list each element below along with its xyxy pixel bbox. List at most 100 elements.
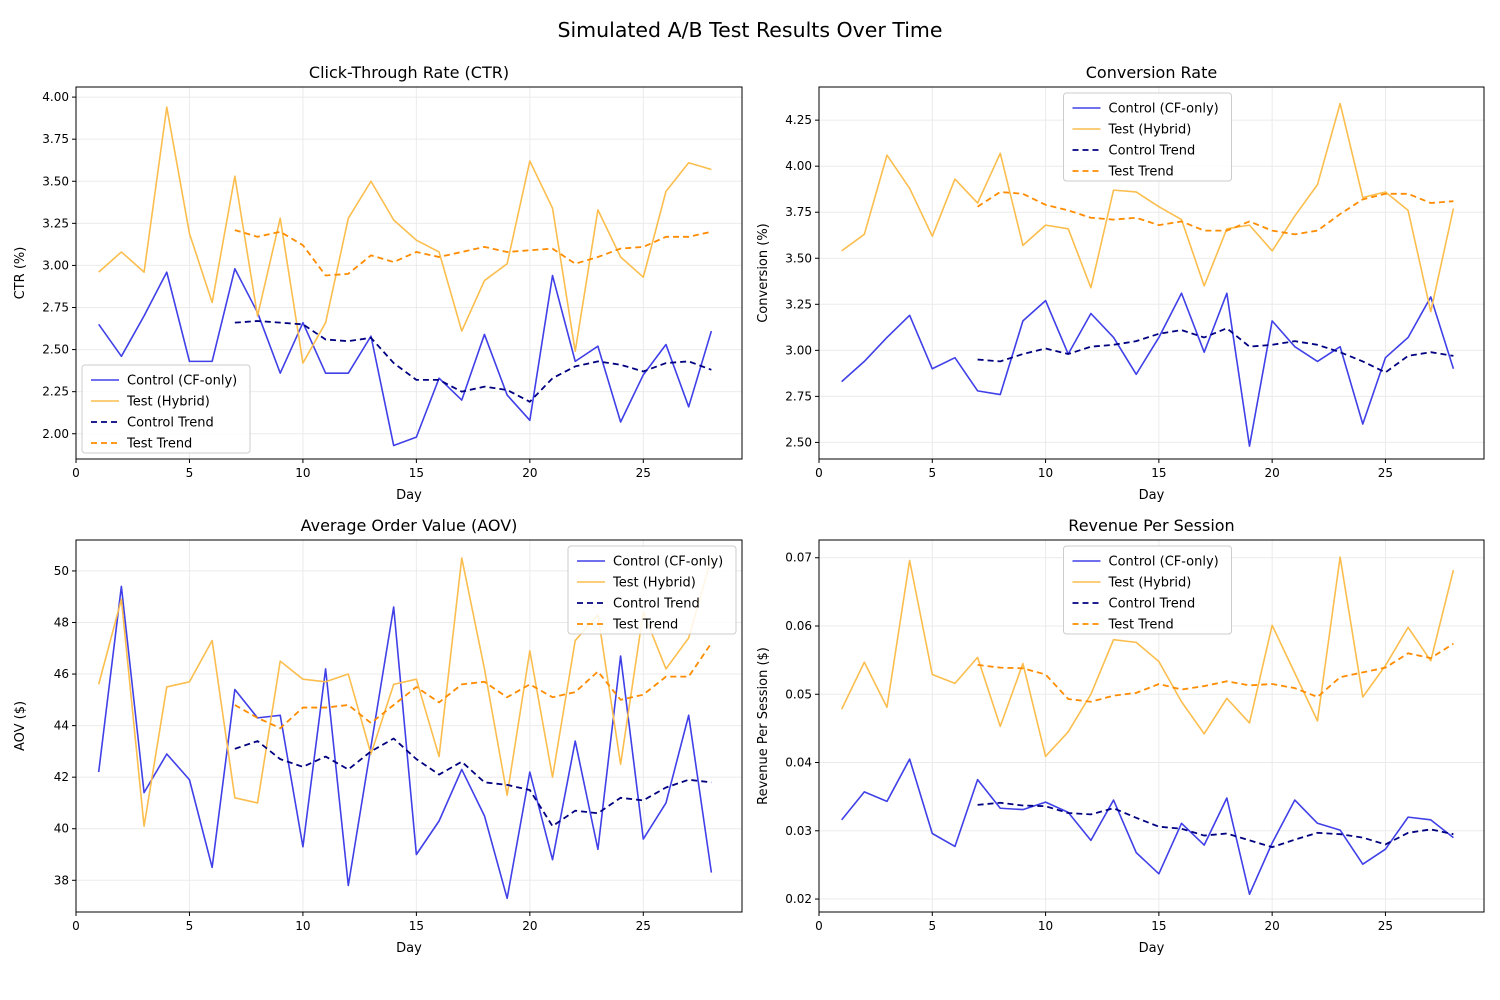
legend-box (81, 364, 251, 454)
figure-title: Simulated A/B Test Results Over Time (557, 18, 942, 42)
y-tick-label: 3.50 (785, 251, 812, 265)
series-line-test-trend (977, 191, 1454, 236)
y-tick-label: 38 (54, 873, 69, 887)
series-line-test-trend (234, 229, 712, 277)
y-tick-label: 50 (54, 564, 69, 578)
y-tick-label: 0.03 (785, 824, 812, 838)
x-tick-label: 20 (1265, 466, 1280, 480)
legend-label-test-hybrid: Test (Hybrid) (612, 576, 696, 591)
y-tick-label: 0.04 (785, 756, 812, 770)
x-tick-label: 10 (1038, 919, 1053, 933)
x-axis-label: Day (396, 941, 422, 956)
panel-revenue-per-session: 0 5 10 15 20 25 0.02 0.03 0.04 0.05 0.06 0.07 Revenu… (756, 516, 1485, 956)
x-tick-label: 15 (409, 919, 424, 933)
series-group (98, 106, 713, 447)
series-group (841, 102, 1455, 447)
x-tick-label: 25 (1378, 919, 1393, 933)
series-line-control-trend (977, 801, 1454, 849)
legend-label-control-trend: Control Trend (613, 597, 700, 612)
legend-label-control-trend: Control Trend (1109, 597, 1196, 612)
y-tick-label: 2.50 (785, 435, 812, 449)
x-tick-label: 10 (1038, 466, 1053, 480)
y-tick-label: 48 (54, 615, 69, 629)
legend-label-control-cf-only: Control (CF-only) (613, 555, 723, 570)
y-tick-label: 0.05 (785, 687, 812, 701)
legend-box (1063, 545, 1232, 635)
legend-label-control-cf-only: Control (CF-only) (1109, 555, 1219, 570)
series-line-test-hybrid (840, 556, 1455, 758)
panel-title: Click-Through Rate (CTR) (309, 63, 509, 82)
x-tick-label: 10 (295, 466, 310, 480)
series-line-control-trend (234, 737, 712, 828)
panel-click-through-rate-ctr: 0 5 10 15 20 25 2.00 2.25 2.50 2.75 3.00 3.25 3.50 3.… (13, 63, 743, 503)
x-tick-label: 15 (1151, 919, 1166, 933)
legend: Control (CF-only) Test (Hybrid) Control Tr… (1063, 92, 1232, 182)
x-tick-label: 5 (186, 466, 194, 480)
y-tick-label: 3.75 (785, 205, 812, 219)
axes-frame (818, 86, 1485, 460)
x-tick-label: 5 (186, 919, 194, 933)
y-tick-label: 40 (54, 822, 69, 836)
series-group (840, 556, 1455, 896)
y-tick-label: 2.00 (42, 427, 69, 441)
series-line-control-cf-only (97, 585, 713, 900)
y-tick-label: 3.75 (42, 132, 69, 146)
legend-label-test-hybrid: Test (Hybrid) (126, 395, 210, 410)
y-tick-label: 0.07 (785, 551, 812, 565)
y-axis-label: Conversion (%) (756, 223, 771, 323)
y-axis-label: CTR (%) (13, 247, 28, 300)
x-tick-label: 15 (1151, 466, 1166, 480)
x-tick-label: 0 (72, 919, 80, 933)
y-tick-label: 3.25 (785, 297, 812, 311)
x-tick-label: 15 (409, 466, 424, 480)
y-tick-label: 46 (54, 667, 69, 681)
series-line-test-hybrid (98, 106, 712, 364)
legend: Control (CF-only) Test (Hybrid) Control Tr… (1063, 545, 1232, 635)
legend-label-control-cf-only: Control (CF-only) (1109, 102, 1219, 117)
y-axis-label: AOV ($) (13, 701, 28, 751)
legend-label-test-hybrid: Test (Hybrid) (1108, 123, 1192, 138)
legend-box (567, 545, 737, 635)
x-tick-label: 20 (522, 919, 537, 933)
legend: Control (CF-only) Test (Hybrid) Control Tr… (567, 545, 737, 635)
panel-average-order-value-aov: 0 5 10 15 20 25 38 40 42 44 46 48 50 Average Order Va… (13, 516, 743, 956)
legend: Control (CF-only) Test (Hybrid) Control Tr… (81, 364, 251, 454)
series-line-test-hybrid (841, 102, 1455, 313)
axes-frame (818, 539, 1485, 913)
series-line-test-trend (977, 642, 1454, 703)
y-axis-label: Revenue Per Session ($) (756, 647, 771, 805)
x-tick-label: 0 (815, 919, 823, 933)
legend-label-control-trend: Control Trend (127, 416, 214, 431)
y-tick-label: 2.75 (785, 389, 812, 403)
x-tick-label: 0 (72, 466, 80, 480)
panel-conversion-rate: 0 5 10 15 20 25 2.50 2.75 3.00 3.25 3.50 3.75 4.00 4.… (756, 63, 1485, 503)
x-tick-label: 20 (1265, 919, 1280, 933)
y-tick-label: 3.50 (42, 174, 69, 188)
series-line-control-cf-only (841, 758, 1454, 896)
x-tick-label: 25 (636, 466, 651, 480)
x-tick-label: 25 (1378, 466, 1393, 480)
x-tick-label: 10 (295, 919, 310, 933)
legend-box (1063, 92, 1232, 182)
x-tick-label: 5 (928, 919, 936, 933)
x-tick-label: 25 (636, 919, 651, 933)
x-axis-label: Day (396, 488, 422, 503)
y-tick-label: 44 (54, 719, 69, 733)
y-tick-label: 4.00 (42, 90, 69, 104)
x-tick-label: 5 (928, 466, 936, 480)
legend-label-test-trend: Test Trend (126, 437, 192, 452)
legend-label-test-trend: Test Trend (1108, 165, 1174, 180)
y-tick-label: 0.06 (785, 619, 812, 633)
y-tick-label: 42 (54, 770, 69, 784)
y-tick-label: 4.25 (785, 113, 812, 127)
x-axis-label: Day (1139, 488, 1165, 503)
y-tick-label: 4.00 (785, 159, 812, 173)
axes-frame (75, 86, 743, 460)
y-tick-label: 2.50 (42, 343, 69, 357)
panel-title: Average Order Value (AOV) (301, 516, 518, 535)
y-tick-label: 3.00 (785, 343, 812, 357)
series-line-control-trend (977, 327, 1454, 374)
series-line-control-trend (234, 320, 712, 403)
